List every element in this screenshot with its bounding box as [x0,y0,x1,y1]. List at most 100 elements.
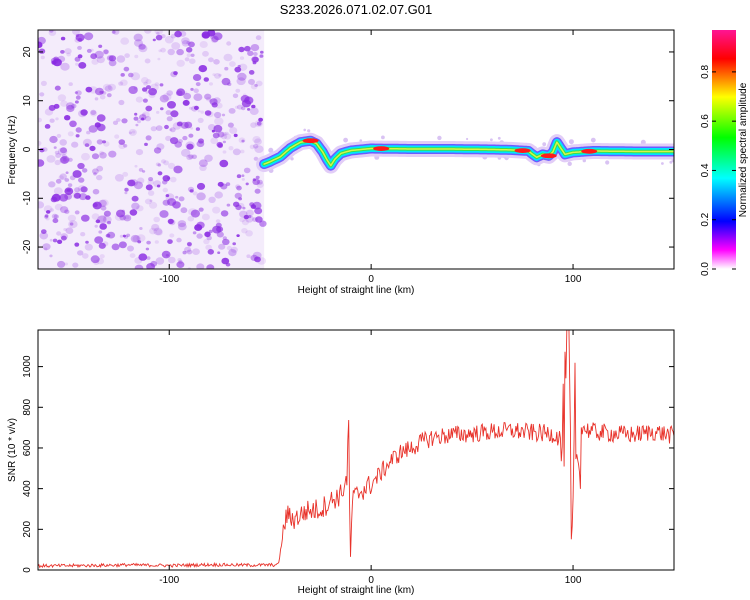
noise-speck [133,33,143,42]
noise-speck [119,234,124,238]
noise-speck [90,48,94,52]
noise-speck [203,77,209,82]
noise-speck [198,207,204,212]
noise-speck [98,230,103,234]
noise-speck [103,49,109,55]
noise-speck [145,79,152,85]
noise-speck [118,99,125,106]
noise-speck [39,92,45,97]
noise-speck [121,118,128,124]
noise-speck [222,140,226,144]
noise-speck [80,109,88,116]
noise-speck [189,189,194,193]
noise-speck [165,193,175,201]
noise-speck [205,244,212,251]
noise-speck [247,50,254,56]
ridge-halo-speck [268,147,274,153]
noise-speck [185,141,195,150]
noise-speck [85,195,91,200]
noise-speck [256,179,263,185]
noise-speck [246,254,251,258]
noise-speck [94,97,99,101]
spectrogram-ytick-label: -10 [22,191,33,206]
noise-speck [96,174,103,181]
noise-speck [173,71,178,76]
noise-speck [219,159,229,168]
snr-xtick-label: 100 [565,575,582,586]
ridge-halo-speck [381,135,385,140]
noise-speck [238,63,248,71]
noise-speck [247,108,251,111]
noise-speck [176,237,182,243]
snr-ytick-label: 600 [22,439,33,456]
noise-speck [196,182,206,190]
noise-speck [243,167,251,174]
noise-speck [150,260,158,267]
noise-speck [252,217,258,223]
noise-speck [211,37,218,44]
noise-speck [252,61,257,65]
noise-speck [238,137,246,144]
noise-speck [77,250,84,256]
noise-speck [170,110,179,118]
noise-speck [67,157,73,162]
noise-speck [40,80,47,86]
noise-speck [193,93,203,101]
colorbar-tick-label: 0.6 [700,114,711,128]
noise-speck [81,152,90,161]
noise-speck [124,187,129,192]
noise-speck [147,190,155,196]
spectrogram-ridge [256,128,674,174]
noise-speck [251,56,259,63]
noise-speck [131,130,136,134]
noise-speck [215,219,221,224]
noise-speck [107,83,116,91]
noise-speck [167,239,173,245]
noise-speck [96,114,106,122]
noise-speck [38,41,43,49]
noise-speck [156,184,161,188]
noise-speck [241,174,245,177]
noise-speck [60,147,67,154]
noise-speck [92,201,102,210]
noise-speck [254,120,263,128]
snr-ytick-label: 200 [22,521,33,538]
noise-speck [236,185,242,191]
noise-speck [86,48,92,53]
noise-speck [207,30,216,37]
noise-speck [64,209,70,214]
noise-speck [189,58,196,64]
noise-speck [41,229,47,235]
noise-speck [130,234,140,243]
noise-speck [202,50,209,57]
noise-speck [258,117,263,122]
noise-speck [237,64,241,68]
noise-speck [77,162,85,170]
noise-speck [254,256,261,263]
snr-ytick-label: 1000 [22,355,33,378]
noise-speck [226,203,231,207]
noise-speck [180,207,188,214]
noise-speck [208,196,216,203]
noise-speck [138,43,146,50]
noise-speck [59,139,67,146]
noise-speck [118,139,126,145]
noise-speck [43,205,53,213]
ridge-halo-speck [590,137,596,143]
spectrogram-noise-region [38,30,267,269]
ridge-halo-speck [307,129,311,133]
ridge-halo-speck [567,161,572,166]
noise-speck [53,187,63,195]
noise-speck [188,41,195,48]
noise-speck [93,172,97,176]
noise-speck [60,206,69,214]
noise-speck [150,126,157,132]
noise-speck [122,171,129,177]
noise-speck [84,143,90,148]
noise-speck [213,124,223,133]
noise-speck [214,73,221,79]
ridge-halo-speck [542,142,547,147]
noise-speck [164,124,169,130]
noise-speck [217,143,223,149]
